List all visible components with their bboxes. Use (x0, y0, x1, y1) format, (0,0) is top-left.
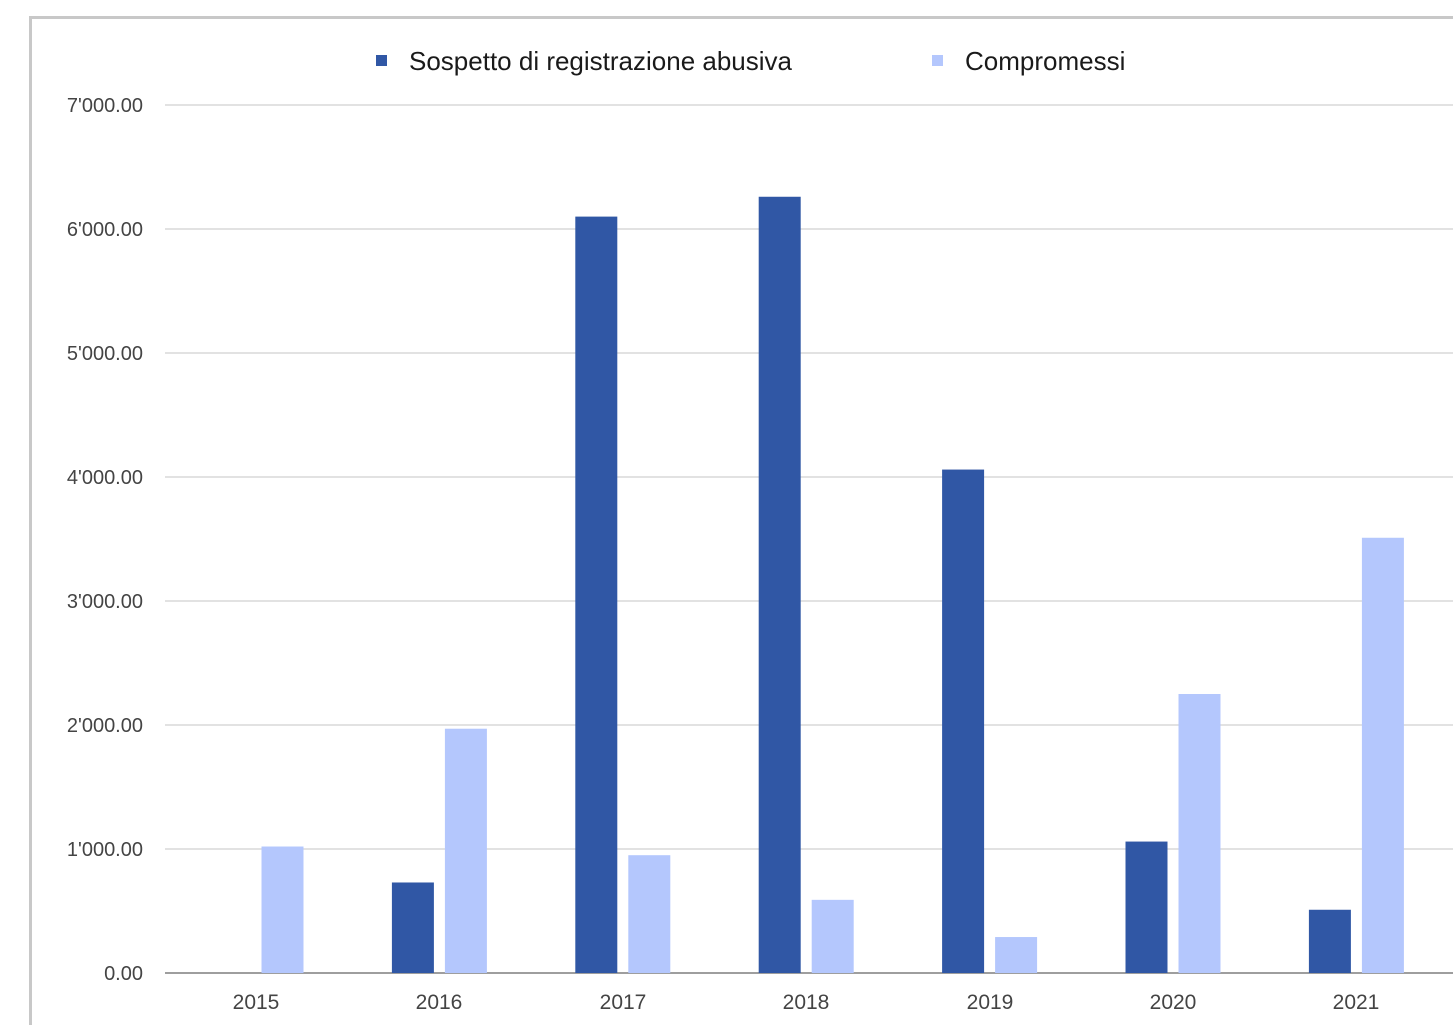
x-tick-label: 2015 (233, 991, 280, 1014)
y-tick-label: 6'000.00 (67, 219, 143, 241)
gridlines (165, 104, 1453, 974)
x-axis-ticks: 2015 2016 2017 2018 2019 2020 2021 (233, 991, 1380, 1014)
y-tick-label: 5'000.00 (67, 343, 143, 365)
bars (261, 196, 1404, 974)
x-tick-label: 2017 (600, 991, 647, 1014)
bar-sospetto-2020 (1125, 841, 1168, 973)
y-axis-ticks: 0.00 1'000.00 2'000.00 3'000.00 4'000.00… (67, 95, 143, 985)
bar-sospetto-2018 (758, 196, 801, 973)
legend-label-sospetto: Sospetto di registrazione abusiva (409, 46, 793, 76)
y-tick-label: 0.00 (104, 963, 143, 985)
legend-swatch-compromessi (932, 55, 943, 66)
bar-compromessi-2021 (1361, 537, 1404, 973)
legend-label-compromessi: Compromessi (965, 46, 1125, 76)
y-tick-label: 7'000.00 (67, 95, 143, 117)
legend: Sospetto di registrazione abusiva Compro… (376, 46, 1125, 76)
frame-border-top (29, 16, 1453, 19)
y-tick-label: 1'000.00 (67, 839, 143, 861)
y-tick-label: 4'000.00 (67, 467, 143, 489)
bar-compromessi-2020 (1178, 694, 1221, 973)
bar-sospetto-2021 (1308, 909, 1351, 973)
frame-border-left (29, 16, 32, 1025)
bar-compromessi-2016 (444, 728, 487, 973)
x-tick-label: 2016 (416, 991, 463, 1014)
legend-swatch-sospetto (376, 55, 387, 66)
bar-compromessi-2015 (261, 846, 304, 973)
bar-compromessi-2017 (628, 855, 671, 973)
x-tick-label: 2019 (967, 991, 1014, 1014)
y-tick-label: 3'000.00 (67, 591, 143, 613)
x-tick-label: 2021 (1333, 991, 1380, 1014)
bar-sospetto-2019 (942, 469, 985, 973)
x-tick-label: 2018 (783, 991, 830, 1014)
x-tick-label: 2020 (1150, 991, 1197, 1014)
bar-sospetto-2017 (575, 216, 618, 974)
bar-compromessi-2018 (811, 899, 854, 973)
y-tick-label: 2'000.00 (67, 715, 143, 737)
bar-compromessi-2019 (995, 937, 1038, 973)
bar-sospetto-2016 (391, 882, 434, 973)
